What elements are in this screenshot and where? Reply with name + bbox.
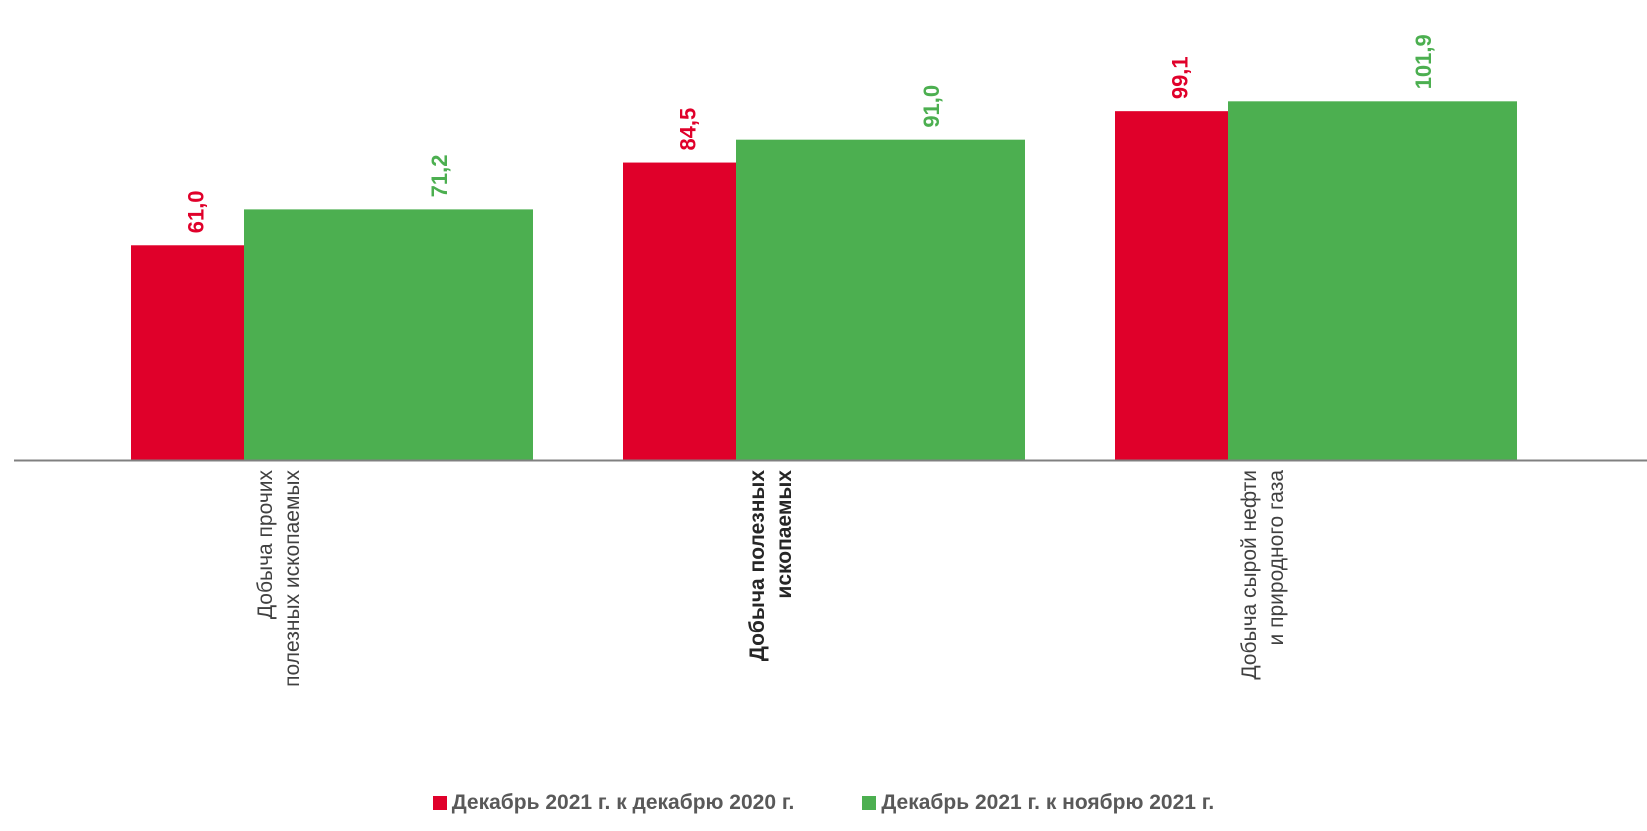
legend-item-series-2: Декабрь 2021 г. к ноябрю 2021 г. [862, 791, 1214, 815]
bars-layer [131, 101, 1517, 460]
bar-series-2-cat-1 [244, 209, 533, 460]
data-label-series-2-cat-3: 101,9 [1411, 34, 1436, 89]
legend-item-series-1: Декабрь 2021 г. к декабрю 2020 г. [432, 791, 795, 815]
category-label-1-line-2: полезных ископаемых [281, 470, 304, 687]
bar-series-1-cat-1 [131, 245, 244, 460]
legend-label-series-2: Декабрь 2021 г. к ноябрю 2021 г. [881, 791, 1215, 814]
category-labels-layer: Добыча прочих полезных ископаемых Добыча п… [254, 470, 1288, 687]
data-label-series-2-cat-1: 71,2 [427, 155, 452, 198]
data-labels-layer: 61,0 71,2 84,5 91,0 99,1 101,9 [184, 34, 1437, 233]
bar-series-1-cat-3 [1115, 111, 1228, 460]
category-label-3-line-1: Добыча сырой нефти [1238, 470, 1261, 680]
legend-label-series-1: Декабрь 2021 г. к декабрю 2020 г. [451, 791, 795, 814]
legend: Декабрь 2021 г. к декабрю 2020 г. Декабр… [0, 788, 1647, 818]
category-label-1: Добыча прочих полезных ископаемых [254, 470, 304, 687]
data-label-series-2-cat-2: 91,0 [919, 85, 944, 128]
category-label-3: Добыча сырой нефти и природного газа [1238, 470, 1288, 680]
legend-swatch-series-2 [862, 796, 877, 810]
category-label-2-line-1: Добыча полезных [746, 470, 769, 661]
category-label-1-line-1: Добыча прочих [254, 470, 277, 620]
data-label-series-1-cat-2: 84,5 [676, 108, 701, 151]
category-label-3-line-2: и природного газа [1265, 470, 1288, 646]
legend-swatch-series-1 [432, 796, 447, 810]
data-label-series-1-cat-3: 99,1 [1168, 56, 1193, 99]
bar-series-2-cat-3 [1228, 101, 1517, 460]
category-label-2: Добыча полезных ископаемых [746, 470, 796, 661]
data-label-series-1-cat-1: 61,0 [184, 190, 209, 233]
bar-series-2-cat-2 [736, 139, 1025, 460]
category-label-2-line-2: ископаемых [773, 470, 796, 599]
bar-series-1-cat-2 [623, 162, 736, 460]
